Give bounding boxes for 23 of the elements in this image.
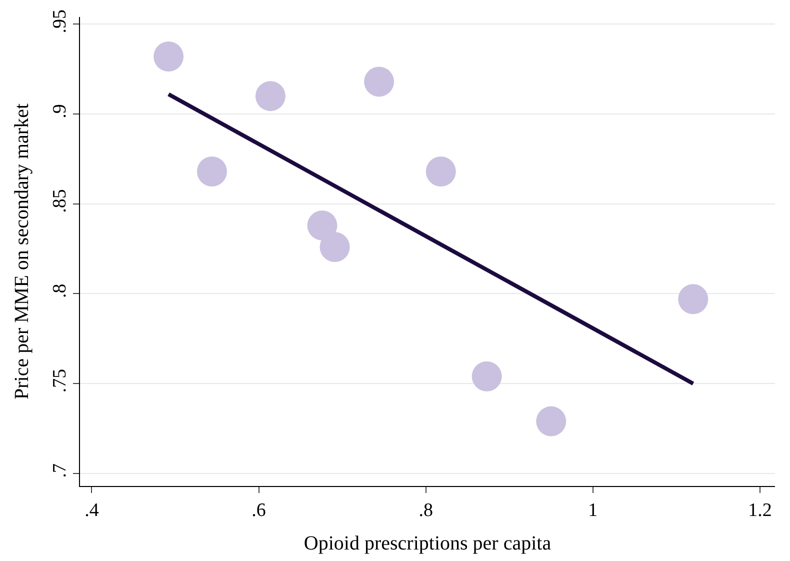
point xyxy=(154,42,184,72)
y-tick-label: .85 xyxy=(49,189,70,213)
x-tick-label: .8 xyxy=(418,500,433,521)
point xyxy=(536,406,566,436)
x-tick-label: .4 xyxy=(84,500,100,521)
point xyxy=(255,81,286,112)
y-tick-label: .8 xyxy=(49,284,70,298)
point xyxy=(472,361,502,392)
point xyxy=(364,66,394,97)
y-tick-label: .7 xyxy=(49,463,70,478)
y-tick-label: .9 xyxy=(49,104,70,118)
point xyxy=(196,156,227,187)
point xyxy=(307,210,338,240)
point xyxy=(320,232,350,262)
x-tick-label: .6 xyxy=(252,500,266,521)
y-axis-title: Price per MME on secondary market xyxy=(10,103,33,400)
y-tick-label: .75 xyxy=(49,368,70,393)
x-tick-label: 1.2 xyxy=(748,500,772,521)
x-axis-title: Opioid prescriptions per capita xyxy=(304,532,552,554)
x-tick-label: 1 xyxy=(588,500,598,521)
y-tick-label: .95 xyxy=(49,9,70,34)
point xyxy=(678,284,708,314)
point xyxy=(426,156,456,187)
